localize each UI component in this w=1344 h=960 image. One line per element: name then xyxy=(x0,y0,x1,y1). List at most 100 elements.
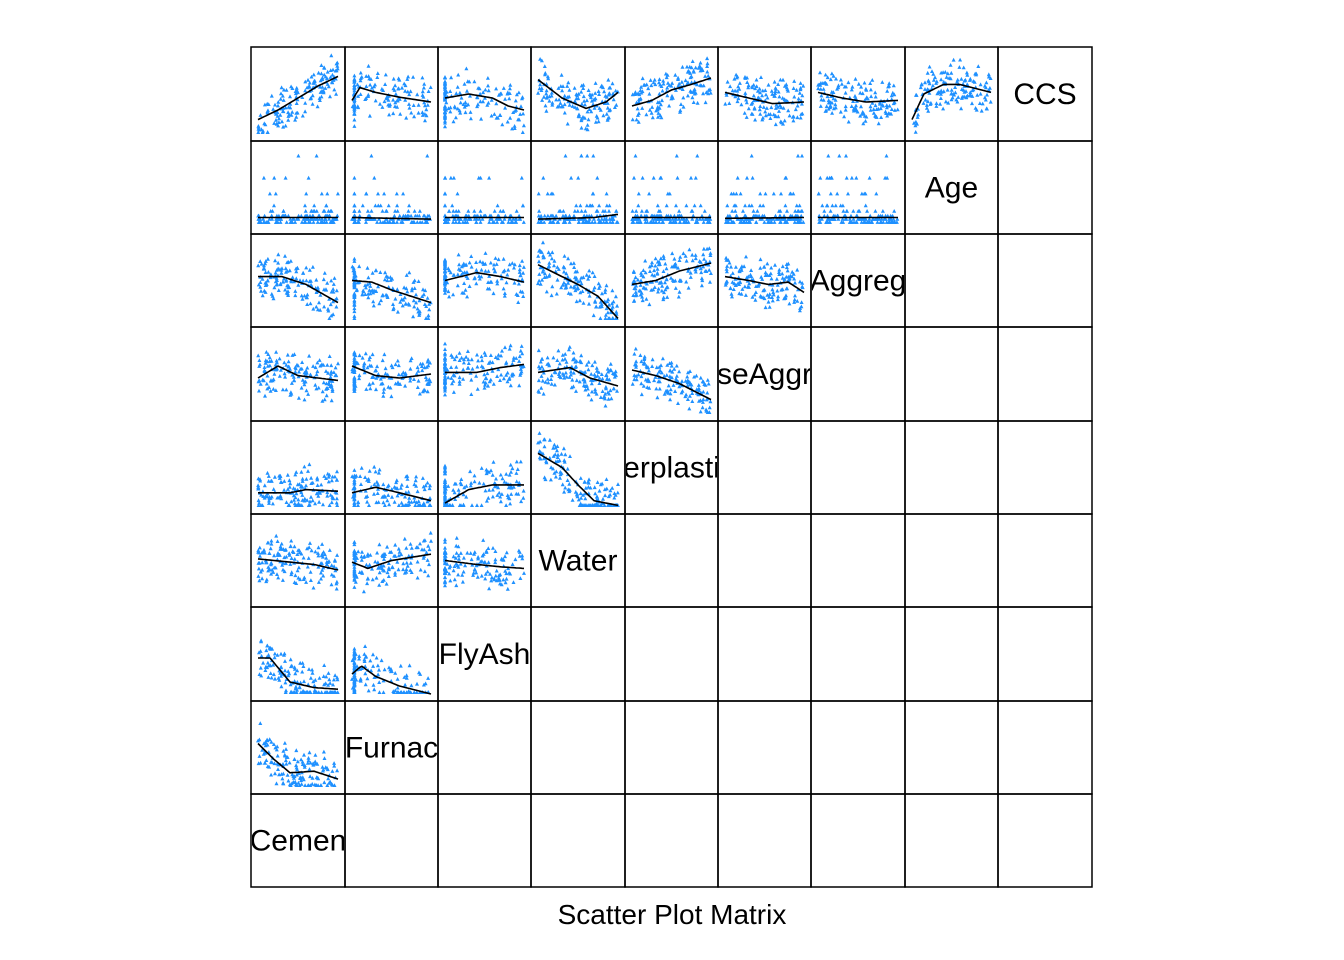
data-point xyxy=(763,270,768,275)
data-point xyxy=(607,91,612,96)
data-point xyxy=(590,270,595,275)
data-point xyxy=(824,81,829,86)
data-point xyxy=(325,213,330,218)
data-point xyxy=(401,561,406,566)
data-point xyxy=(553,445,558,450)
data-point xyxy=(646,86,651,91)
data-point xyxy=(971,79,976,83)
data-point xyxy=(843,216,848,221)
data-point xyxy=(692,203,697,208)
data-point xyxy=(499,276,504,281)
data-point xyxy=(498,378,502,382)
data-point xyxy=(786,261,791,266)
data-point xyxy=(520,363,525,368)
panel-border xyxy=(717,700,812,795)
data-point xyxy=(373,98,378,103)
data-point xyxy=(544,460,549,465)
data-point xyxy=(267,355,272,360)
data-point xyxy=(671,383,676,387)
data-point xyxy=(979,108,984,113)
data-point xyxy=(546,250,551,255)
data-point xyxy=(743,91,748,95)
data-point xyxy=(565,274,570,279)
data-point xyxy=(640,106,645,110)
data-point xyxy=(824,220,829,224)
data-point xyxy=(262,213,267,218)
data-point xyxy=(322,552,327,557)
data-point xyxy=(586,479,591,484)
data-point xyxy=(654,213,659,218)
data-point xyxy=(464,354,469,359)
data-point xyxy=(390,565,395,569)
data-point xyxy=(705,390,710,395)
data-point xyxy=(256,353,261,358)
data-point xyxy=(334,61,339,66)
data-point xyxy=(412,499,417,504)
data-point xyxy=(678,110,682,114)
data-point xyxy=(378,101,382,106)
data-point xyxy=(683,254,688,258)
scatter-panel-CCS-vs-Water xyxy=(536,57,620,132)
data-point xyxy=(443,478,447,482)
data-point xyxy=(289,220,294,224)
data-point xyxy=(603,493,608,498)
data-point xyxy=(656,262,661,267)
data-point xyxy=(668,216,672,221)
data-point xyxy=(782,277,787,281)
data-point xyxy=(603,313,608,317)
data-point xyxy=(492,269,497,273)
data-point xyxy=(820,203,825,208)
data-point xyxy=(772,79,777,84)
data-point xyxy=(443,351,447,356)
data-point xyxy=(448,109,453,114)
data-point xyxy=(363,475,368,479)
data-point xyxy=(586,117,591,122)
data-point xyxy=(373,559,378,564)
data-point xyxy=(823,72,828,77)
data-point xyxy=(453,497,458,501)
data-point xyxy=(494,86,499,91)
data-point xyxy=(382,220,387,224)
data-point xyxy=(561,84,565,88)
data-point xyxy=(678,255,683,259)
data-point xyxy=(378,220,383,224)
data-point xyxy=(776,82,781,86)
data-point xyxy=(418,361,423,366)
data-point xyxy=(335,191,340,196)
data-point xyxy=(693,256,698,261)
data-point xyxy=(365,282,370,287)
data-point xyxy=(538,282,543,286)
data-point xyxy=(495,493,500,497)
data-point xyxy=(691,100,696,104)
data-point xyxy=(421,287,425,292)
data-point xyxy=(318,561,323,566)
data-point xyxy=(298,577,303,582)
data-point xyxy=(474,267,479,272)
data-point xyxy=(353,579,358,584)
data-point xyxy=(655,203,660,208)
data-point xyxy=(885,113,890,118)
data-point xyxy=(600,291,604,296)
data-point xyxy=(597,284,602,288)
data-point xyxy=(401,297,406,302)
data-point xyxy=(517,213,522,218)
data-point xyxy=(265,256,270,261)
data-point xyxy=(639,271,644,275)
data-point xyxy=(828,209,833,213)
data-point xyxy=(965,72,970,77)
data-point xyxy=(352,375,357,380)
data-point xyxy=(352,191,357,196)
data-point xyxy=(569,369,573,374)
data-point xyxy=(545,355,550,360)
data-point xyxy=(874,191,879,196)
data-point xyxy=(644,363,649,368)
data-point xyxy=(819,97,824,102)
data-point xyxy=(521,294,526,298)
data-point xyxy=(478,99,483,104)
data-point xyxy=(592,485,597,490)
data-point xyxy=(737,291,742,296)
data-point xyxy=(334,68,339,73)
data-point xyxy=(589,372,594,376)
data-point xyxy=(469,357,474,362)
data-point xyxy=(749,102,754,106)
